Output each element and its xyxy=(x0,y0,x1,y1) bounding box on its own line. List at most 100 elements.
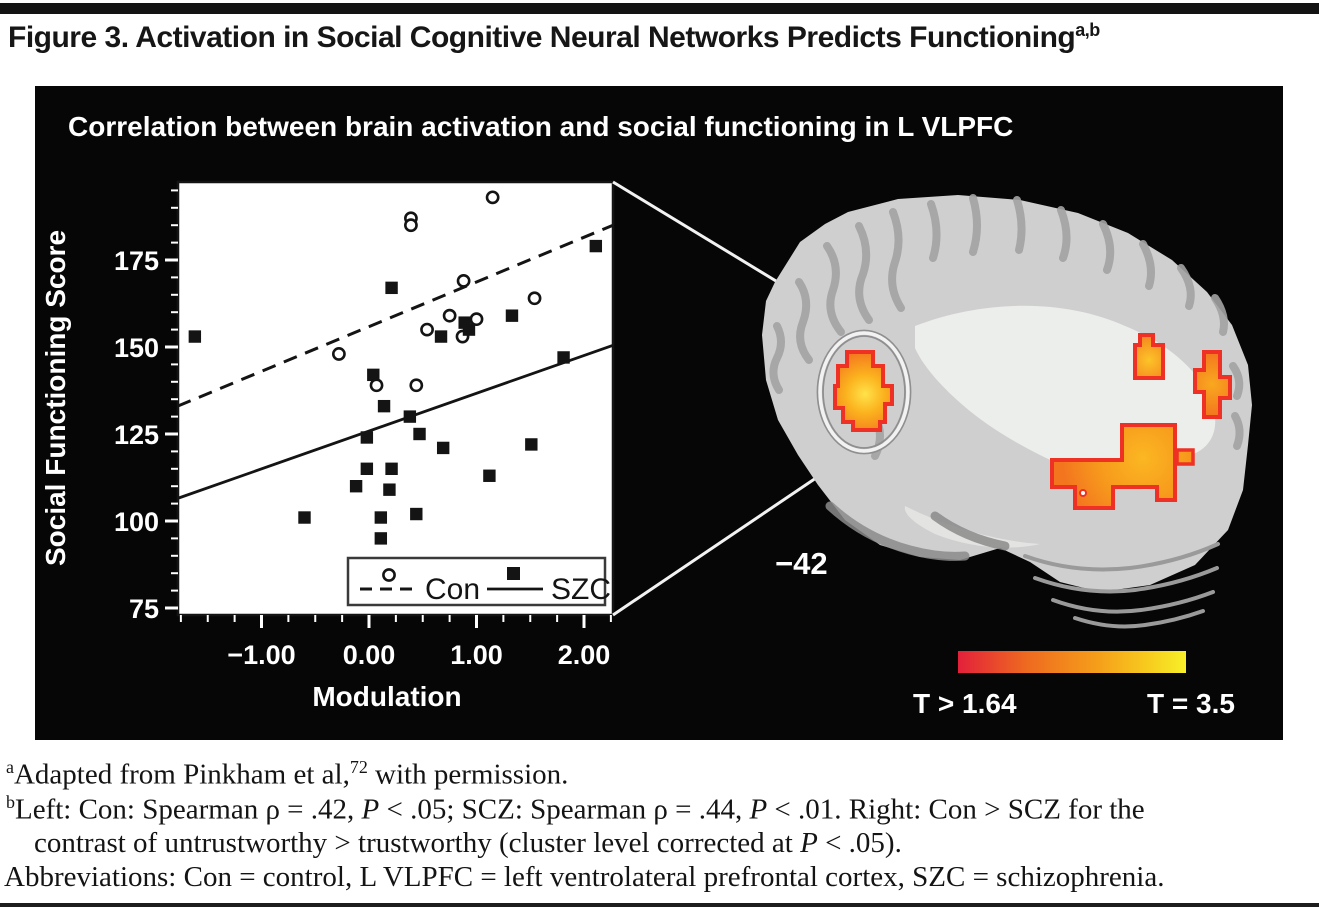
con-data-point xyxy=(409,378,424,393)
szc-data-point xyxy=(374,532,388,545)
footnote-b-line1: bLeft: Con: Spearman ρ = .42, P < .05; S… xyxy=(6,792,1145,827)
colorbar-gradient xyxy=(958,651,1186,673)
szc-data-point xyxy=(525,438,538,451)
x-tick-label: 1.00 xyxy=(450,640,503,670)
footnote-a: aAdapted from Pinkham et al,72 with perm… xyxy=(6,757,568,792)
legend-box xyxy=(346,556,607,607)
szc-data-point xyxy=(462,323,476,336)
footnote-b-text2: < .05; SCZ: Spearman ρ = .44, xyxy=(379,793,750,826)
top-rule xyxy=(0,3,1319,14)
legend-filled-square-icon xyxy=(507,567,520,580)
footnote-a-citation: 72 xyxy=(349,757,368,777)
figure-title: Figure 3. Activation in Social Cognitive… xyxy=(8,20,1100,55)
brain-cerebellum-striations xyxy=(1023,542,1220,629)
szc-data-point xyxy=(188,330,202,343)
szc-data-point xyxy=(374,511,388,524)
szc-data-point xyxy=(385,462,398,475)
brain-image xyxy=(762,194,1252,629)
brain-gyri xyxy=(769,194,1244,460)
szc-data-point xyxy=(589,239,603,253)
szc-data-point xyxy=(557,351,570,364)
legend-open-circle-icon xyxy=(382,568,396,582)
con-data-point xyxy=(527,291,542,306)
con-data-point xyxy=(485,190,500,205)
con-data-point xyxy=(456,273,471,288)
footnote-b-text4: contrast of untrustworthy > trustworthy … xyxy=(34,827,801,859)
footnote-a-marker: a xyxy=(6,757,14,777)
chart-legend: Con SZC xyxy=(346,556,611,607)
axis-ticks xyxy=(165,189,612,628)
szc-data-point xyxy=(483,469,496,482)
slice-coordinate-label: −42 xyxy=(775,546,828,581)
szc-data-point xyxy=(383,483,396,496)
con-data-point xyxy=(442,308,457,323)
footnote-b-text3: < .01. Right: Con > SCZ for the xyxy=(767,793,1145,826)
figure-title-superscript: a,b xyxy=(1075,20,1100,40)
x-axis-title: Modulation xyxy=(312,681,461,712)
y-tick-label: 100 xyxy=(114,507,159,537)
szc-data-point xyxy=(413,427,426,441)
szc-data-point xyxy=(403,410,417,423)
szc-data-point xyxy=(434,330,448,343)
footnote-b-italic-p3: P xyxy=(800,827,818,859)
szc-data-point xyxy=(367,368,380,382)
panel-canvas: Correlation between brain activation and… xyxy=(40,111,1252,719)
con-data-point xyxy=(404,218,418,233)
szc-data-point xyxy=(385,281,398,295)
con-data-point xyxy=(331,347,346,361)
footnote-b-italic-p2: P xyxy=(749,793,768,826)
axis-tick-labels: 75 100 125 150 175 −1.00 0.00 1.00 2.00 xyxy=(114,246,610,670)
trend-lines xyxy=(177,223,614,500)
y-tick-label: 125 xyxy=(114,420,159,450)
activation-blob-vlpfc xyxy=(833,350,894,432)
szc-data-point xyxy=(360,431,374,444)
con-data-point xyxy=(469,312,484,327)
y-tick-label: 150 xyxy=(114,333,159,363)
legend-label-con: Con xyxy=(425,573,480,606)
x-tick-label: −1.00 xyxy=(227,640,295,670)
vlpfc-circle-annotation xyxy=(816,329,912,455)
szc-data-point xyxy=(436,441,450,455)
legend-label-szc: SZC xyxy=(551,573,611,606)
szc-data-point xyxy=(377,399,391,413)
panel-title: Correlation between brain activation and… xyxy=(68,111,1013,142)
figure-title-text: Figure 3. Activation in Social Cognitive… xyxy=(8,21,1076,54)
abbreviations-line: Abbreviations: Con = control, L VLPFC = … xyxy=(4,861,1165,893)
activation-blob-temporal-small xyxy=(1175,448,1195,466)
colorbar-min-label: T > 1.64 xyxy=(913,688,1017,719)
plot-area xyxy=(176,180,615,617)
footnote-b-italic-p: P xyxy=(361,793,380,826)
y-axis-title: Social Functioning Score xyxy=(40,230,71,566)
szc-data-point xyxy=(360,462,374,475)
con-trend-line xyxy=(177,223,614,408)
footnote-a-text: Adapted from Pinkham et al, xyxy=(13,758,350,791)
bottom-rule xyxy=(0,903,1319,907)
szc-data-point xyxy=(505,309,519,322)
footnote-b-text5: < .05). xyxy=(817,827,902,859)
szc-data-point xyxy=(298,511,311,524)
footnote-a-text2: with permission. xyxy=(367,758,569,791)
colorbar-max-label: T = 3.5 xyxy=(1147,688,1235,719)
activation-blob-parietal xyxy=(1133,333,1165,380)
brain-temporal-sulci xyxy=(825,501,1010,561)
x-tick-label: 0.00 xyxy=(343,640,396,670)
con-data-point xyxy=(420,322,434,337)
szc-trend-line xyxy=(177,343,614,500)
figure-panel: Correlation between brain activation and… xyxy=(35,86,1283,740)
y-tick-label: 75 xyxy=(129,594,159,624)
szc-data-point xyxy=(410,507,423,521)
activation-cluster-hole xyxy=(1079,489,1087,497)
scatter-plot: 75 100 125 150 175 −1.00 0.00 1.00 2.00 Social F… xyxy=(40,180,615,712)
data-points xyxy=(188,190,603,545)
activation-blob-temporal-cluster xyxy=(1050,423,1177,510)
szc-data-point xyxy=(349,480,363,493)
x-tick-label: 2.00 xyxy=(558,640,611,670)
t-statistic-colorbar: T > 1.64 T = 3.5 xyxy=(913,651,1235,719)
footnote-b-text: Left: Con: Spearman ρ = .42, xyxy=(14,793,362,826)
footnote-b-line2: contrast of untrustworthy > trustworthy … xyxy=(34,827,902,860)
con-data-point xyxy=(369,378,384,393)
activation-blob-occipital-cross xyxy=(1193,350,1232,419)
footnote-b-marker: b xyxy=(6,792,15,812)
y-tick-label: 175 xyxy=(114,246,159,276)
